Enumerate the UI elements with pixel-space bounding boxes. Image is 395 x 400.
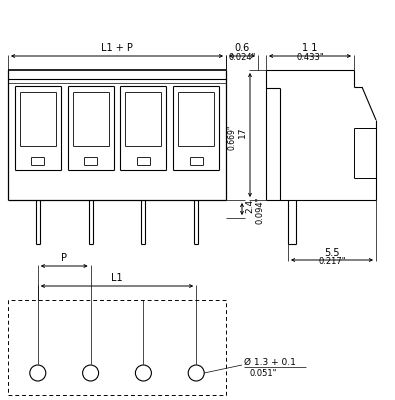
Text: 17: 17 <box>237 126 246 138</box>
Text: 0.669": 0.669" <box>228 124 237 150</box>
Text: 0.433": 0.433" <box>296 52 324 62</box>
Text: 5.5: 5.5 <box>324 248 340 258</box>
Text: 0.024": 0.024" <box>228 52 256 62</box>
Text: 0.051": 0.051" <box>250 368 277 378</box>
Text: 0.217": 0.217" <box>318 258 346 266</box>
Text: P: P <box>61 253 67 263</box>
Text: 2.4: 2.4 <box>246 199 254 213</box>
Text: 0.6: 0.6 <box>234 43 250 53</box>
Bar <box>8 300 226 395</box>
Text: L1 + P: L1 + P <box>101 43 133 53</box>
Text: 1 1: 1 1 <box>302 43 318 53</box>
Text: L1: L1 <box>111 273 123 283</box>
Text: 0.094": 0.094" <box>256 196 265 224</box>
Text: Ø 1.3 + 0.1: Ø 1.3 + 0.1 <box>244 358 296 366</box>
